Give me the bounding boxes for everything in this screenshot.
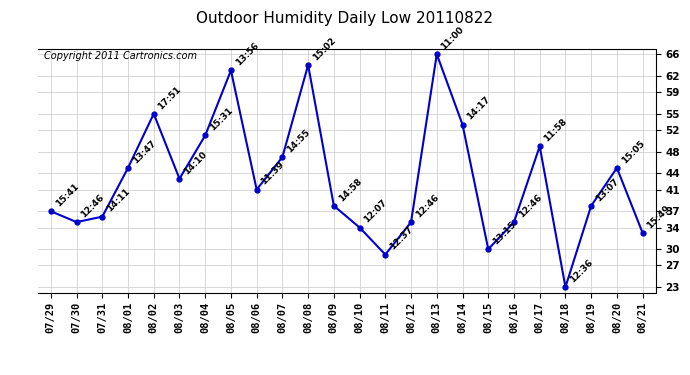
Text: 12:36: 12:36: [569, 258, 595, 284]
Text: 12:07: 12:07: [362, 198, 389, 225]
Text: 11:58: 11:58: [542, 117, 569, 144]
Text: 14:55: 14:55: [285, 128, 312, 154]
Text: 11:39: 11:39: [259, 160, 286, 187]
Text: 12:46: 12:46: [414, 193, 440, 219]
Text: 15:41: 15:41: [54, 182, 80, 209]
Text: 14:10: 14:10: [182, 149, 209, 176]
Text: 15:05: 15:05: [620, 139, 647, 165]
Text: 11:00: 11:00: [440, 25, 466, 51]
Text: 13:47: 13:47: [131, 138, 157, 165]
Text: 13:15: 13:15: [491, 220, 518, 246]
Text: 12:46: 12:46: [79, 193, 106, 219]
Text: 15:49: 15:49: [645, 203, 672, 230]
Text: 14:17: 14:17: [465, 95, 492, 122]
Text: 15:02: 15:02: [311, 36, 337, 62]
Text: Copyright 2011 Cartronics.com: Copyright 2011 Cartronics.com: [44, 51, 197, 61]
Text: 13:56: 13:56: [234, 41, 260, 68]
Text: 14:11: 14:11: [105, 187, 132, 214]
Text: 15:31: 15:31: [208, 106, 235, 133]
Text: 13:07: 13:07: [594, 177, 620, 203]
Text: 12:37: 12:37: [388, 225, 415, 252]
Text: 14:58: 14:58: [337, 176, 364, 203]
Text: 12:46: 12:46: [517, 193, 544, 219]
Text: Outdoor Humidity Daily Low 20110822: Outdoor Humidity Daily Low 20110822: [197, 11, 493, 26]
Text: 17:51: 17:51: [157, 84, 184, 111]
